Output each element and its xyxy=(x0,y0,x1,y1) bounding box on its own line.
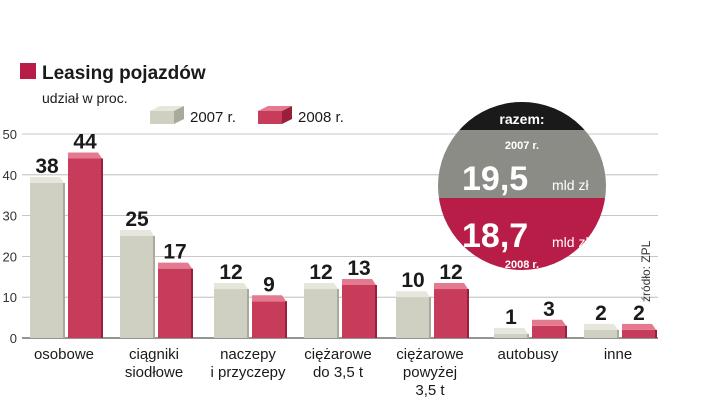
legend-item-2007: 2007 r. xyxy=(150,106,236,126)
legend-swatch-2008-top xyxy=(258,106,292,111)
legend-swatch-2007-top xyxy=(150,106,184,111)
summary-heading: razem: xyxy=(499,111,544,127)
category-label: osobowe xyxy=(34,346,94,363)
summary-2007-year: 2007 r. xyxy=(505,140,539,152)
bar-2007-3 xyxy=(304,283,339,338)
bar-top xyxy=(252,295,286,302)
bar-top xyxy=(304,283,338,290)
value-label: 13 xyxy=(347,257,370,280)
bar-top xyxy=(68,152,102,159)
legend: 2007 r. 2008 r. xyxy=(150,106,344,126)
value-label: 17 xyxy=(163,241,186,264)
legend-swatch-2007 xyxy=(150,111,174,124)
bar-top xyxy=(396,291,430,298)
bar-2008-2 xyxy=(252,295,287,338)
bar-2007-4 xyxy=(396,291,431,338)
category-label: ciężarowe do 3,5 t xyxy=(304,346,372,381)
value-label: 9 xyxy=(263,273,275,296)
legend-label-2007: 2007 r. xyxy=(190,109,236,126)
value-label: 44 xyxy=(73,130,97,153)
bar-top xyxy=(532,319,566,326)
y-tick-label: 20 xyxy=(3,249,17,264)
bar-top xyxy=(214,283,248,290)
value-label: 2 xyxy=(595,302,607,325)
bar-face xyxy=(396,297,430,338)
bar-top xyxy=(434,283,468,290)
y-tick-label: 30 xyxy=(3,209,17,224)
legend-swatch-2008-side xyxy=(282,106,292,124)
value-label: 3 xyxy=(543,298,555,321)
bar-face xyxy=(342,284,376,338)
bar-face xyxy=(158,268,192,338)
bar-face xyxy=(68,158,102,338)
bar-2008-3 xyxy=(342,278,377,338)
value-label: 12 xyxy=(309,261,332,284)
bar-top xyxy=(342,278,376,285)
bar-2007-5 xyxy=(494,327,529,338)
bar-face xyxy=(494,333,528,338)
title-marker-icon xyxy=(20,63,36,79)
bar-top xyxy=(120,230,154,236)
bar-top xyxy=(30,176,64,183)
bar-2007-6 xyxy=(584,323,619,338)
summary-2008-unit: mld zł xyxy=(552,234,589,250)
y-tick-label: 0 xyxy=(10,331,17,346)
bar-2008-6 xyxy=(622,323,657,338)
category-label: ciągniki siodłowe xyxy=(125,346,183,381)
value-label: 10 xyxy=(401,269,424,292)
legend-swatch-2008 xyxy=(258,111,282,124)
y-tick-label: 50 xyxy=(3,127,17,142)
bar-top xyxy=(494,327,528,334)
value-label: 12 xyxy=(439,261,462,284)
bar-top xyxy=(584,323,618,330)
bar-2007-2 xyxy=(214,283,249,338)
summary-2007-value: 19,5 xyxy=(462,160,528,198)
chart-title: Leasing pojazdów xyxy=(42,63,206,84)
legend-swatch-2007-side xyxy=(174,106,184,124)
value-label: 38 xyxy=(35,155,59,178)
y-axis: 0 10 20 30 40 50 xyxy=(3,127,17,346)
legend-label-2008: 2008 r. xyxy=(298,109,344,126)
value-label: 1 xyxy=(505,306,517,329)
category-label: inne xyxy=(604,346,632,363)
x-axis: osobowe ciągniki siodłowe naczepy i przyczep… xyxy=(34,346,632,399)
chart-subtitle: udział w proc. xyxy=(42,90,128,106)
value-label: 2 xyxy=(633,302,645,325)
category-label: naczepy i przyczepy xyxy=(210,346,286,381)
bar-2008-1 xyxy=(158,262,193,338)
bar-face xyxy=(304,289,338,338)
bars xyxy=(30,152,657,338)
bar-top xyxy=(158,262,192,269)
bar-face xyxy=(30,182,64,338)
value-label: 25 xyxy=(125,208,149,231)
bar-face xyxy=(214,289,248,338)
bar-face xyxy=(434,289,468,338)
summary-2008-value: 18,7 xyxy=(462,217,528,255)
bar-2008-5 xyxy=(532,319,567,338)
bar-face xyxy=(622,329,656,338)
bar-face xyxy=(120,236,154,338)
y-tick-label: 10 xyxy=(3,290,17,305)
y-tick-label: 40 xyxy=(3,168,17,183)
bar-face xyxy=(584,329,618,338)
source-note: źródło: ZPL xyxy=(639,240,653,302)
bar-2007-0 xyxy=(30,176,65,338)
bar-2007-1 xyxy=(120,230,155,338)
summary-2007-unit: mld zł xyxy=(552,177,589,193)
bar-face xyxy=(252,301,286,338)
legend-item-2008: 2008 r. xyxy=(258,106,344,126)
value-label: 12 xyxy=(219,261,242,284)
bar-2008-0 xyxy=(68,152,103,338)
bar-2008-4 xyxy=(434,283,469,338)
category-label: autobusy xyxy=(498,346,559,363)
summary-circle: razem: 2007 r. 19,5 mld zł 18,7 mld zł 2… xyxy=(438,102,606,271)
category-label: ciężarowe powyżej 3,5 t xyxy=(396,346,464,399)
bar-top xyxy=(622,323,656,330)
summary-2008-year: 2008 r. xyxy=(505,259,539,271)
bar-face xyxy=(532,325,566,338)
